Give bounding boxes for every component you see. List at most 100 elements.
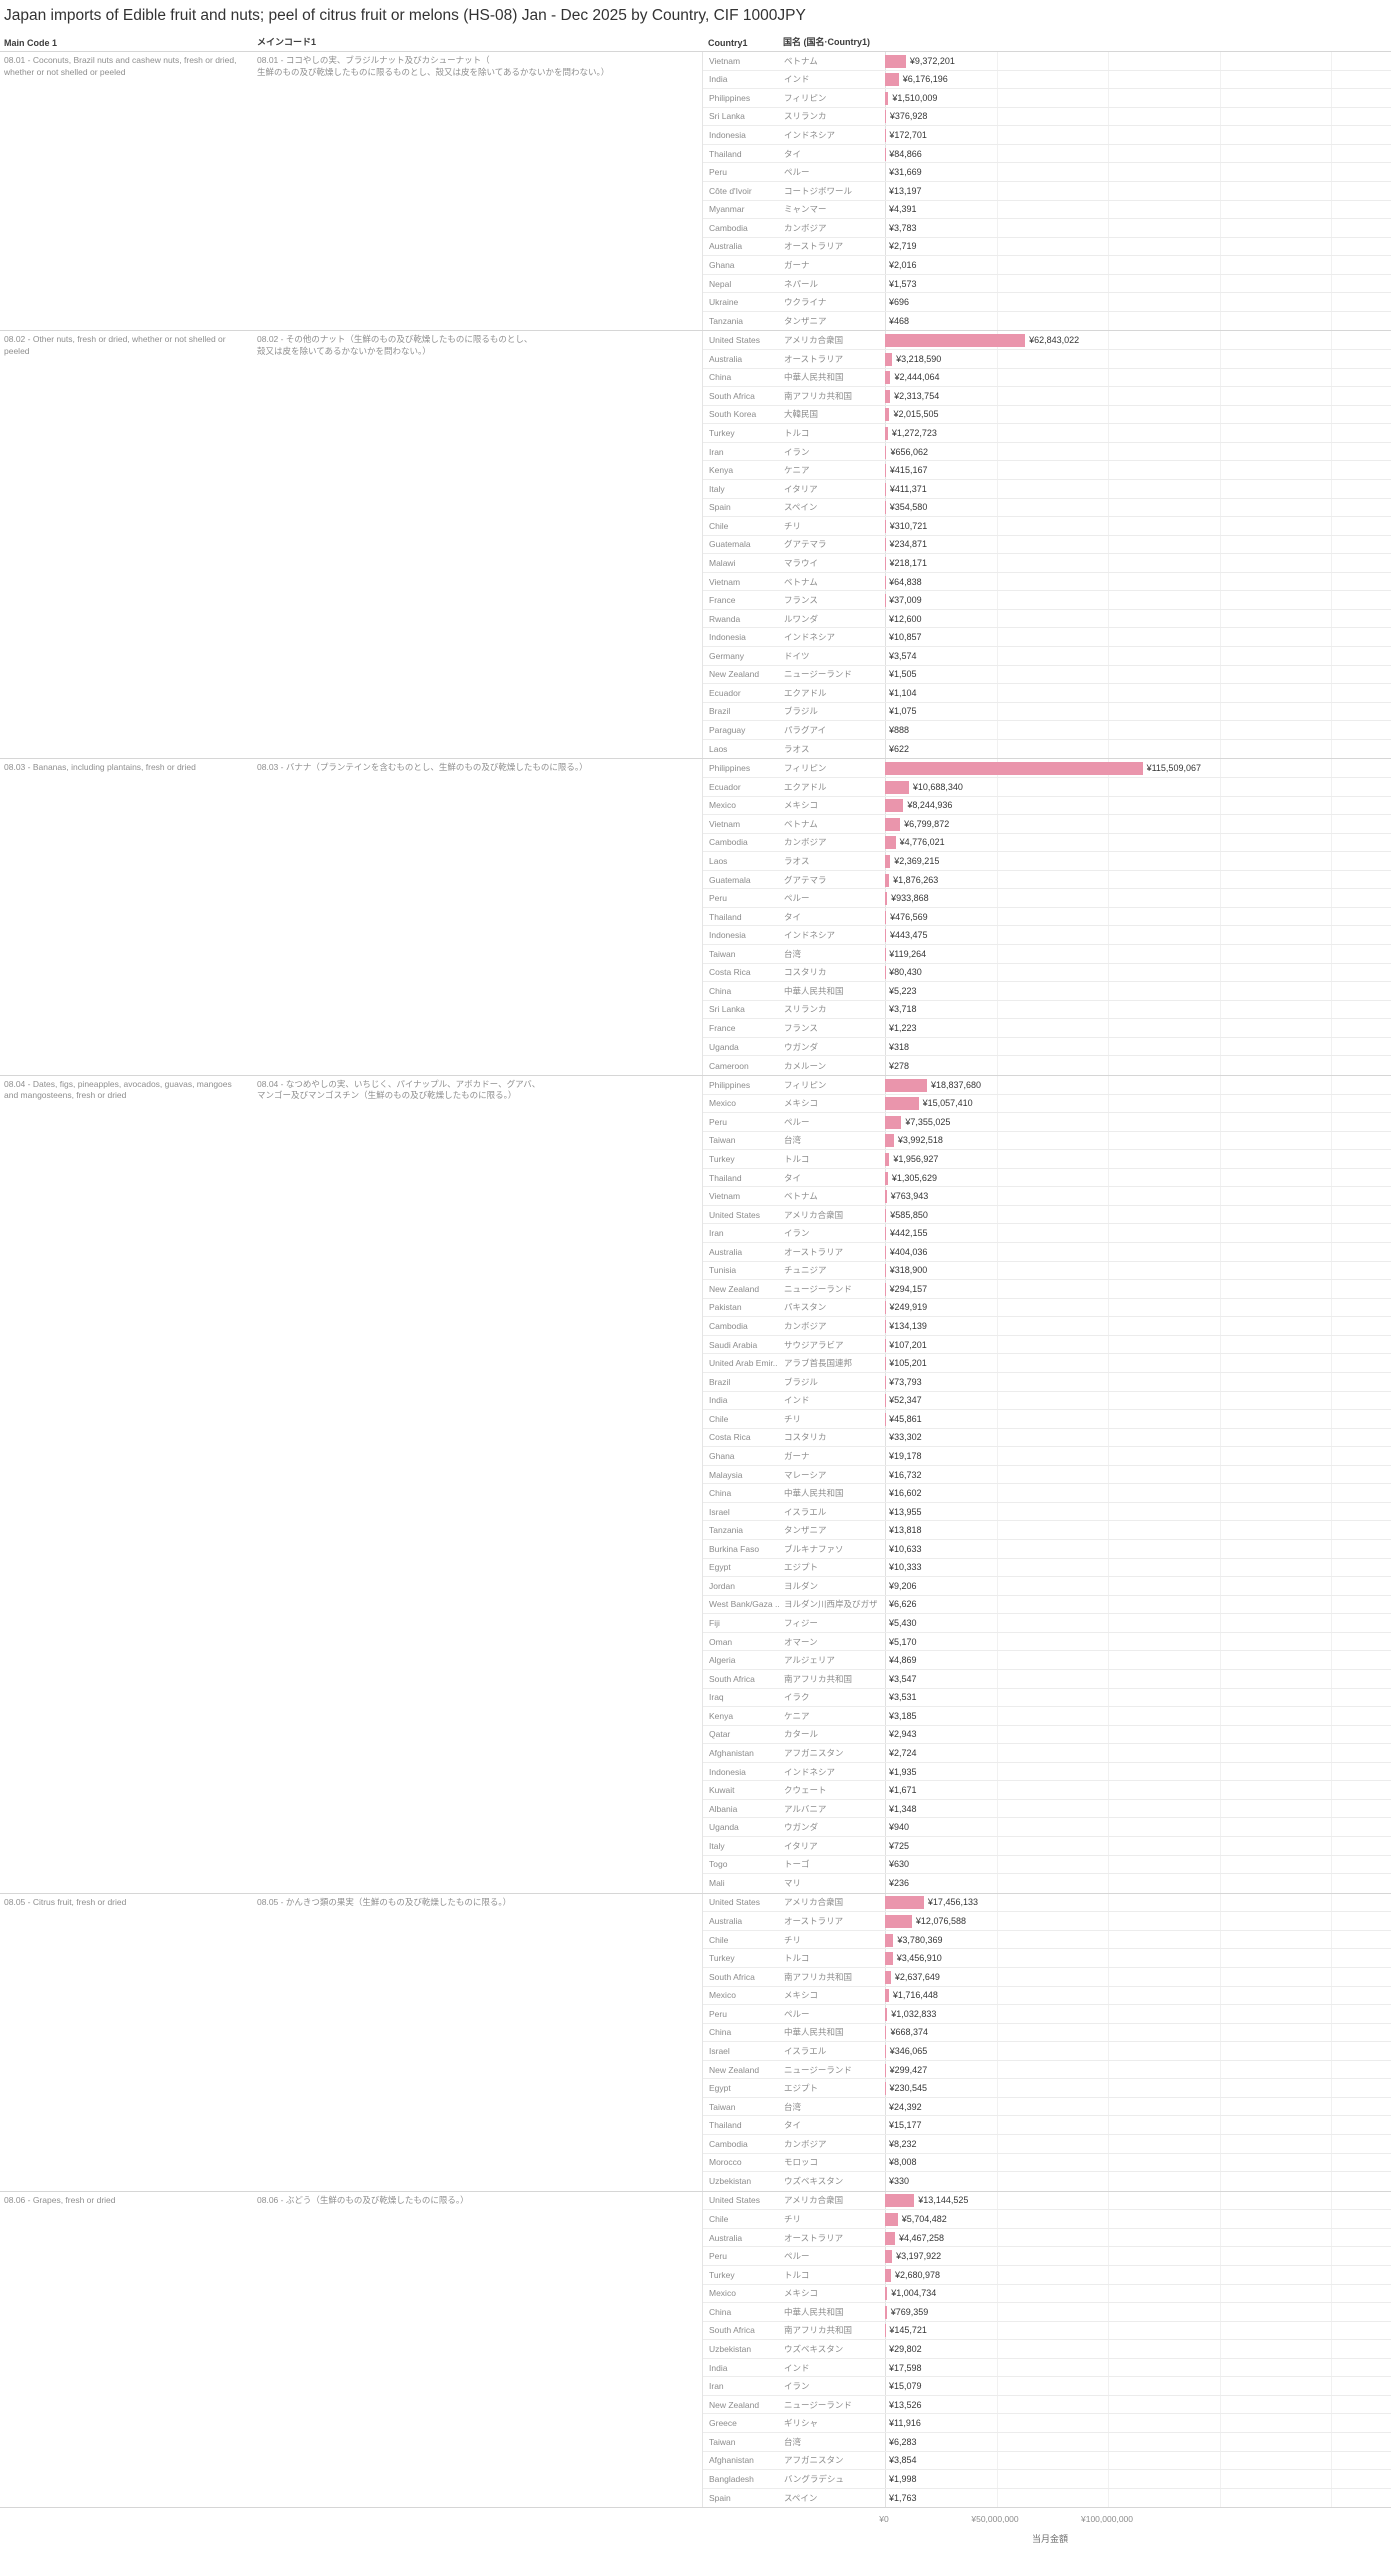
country-name-en[interactable]: Iran [709, 446, 724, 457]
country-name-ja[interactable]: ペルー [784, 167, 810, 178]
value-bar[interactable] [885, 2250, 893, 2264]
value-bar[interactable] [885, 408, 890, 422]
country-name-en[interactable]: Cambodia [709, 1321, 748, 1332]
country-name-ja[interactable]: アルジェリア [784, 1655, 835, 1666]
country-name-ja[interactable]: ブラジル [784, 706, 818, 717]
country-name-en[interactable]: Chile [709, 1934, 729, 1945]
country-name-ja[interactable]: タイ [784, 148, 802, 159]
country-name-ja[interactable]: インドネシア [784, 130, 836, 141]
country-name-en[interactable]: United Arab Emir.. [709, 1358, 778, 1369]
value-bar[interactable] [885, 1190, 887, 1204]
value-bar[interactable] [885, 873, 890, 887]
country-name-en[interactable]: Spain [709, 2492, 731, 2503]
country-name-ja[interactable]: エジプト [784, 2083, 819, 2094]
country-name-ja[interactable]: ケニア [784, 465, 810, 476]
country-name-en[interactable]: Mexico [709, 1990, 736, 2001]
country-name-ja[interactable]: ラオス [784, 855, 810, 866]
country-name-ja[interactable]: ドイツ [784, 650, 810, 661]
country-name-en[interactable]: Albania [709, 1803, 738, 1814]
country-name-en[interactable]: Peru [709, 893, 727, 904]
country-name-en[interactable]: Laos [709, 855, 728, 866]
country-name-en[interactable]: Uganda [709, 1822, 739, 1833]
country-name-ja[interactable]: パラグアイ [784, 725, 827, 736]
country-name-ja[interactable]: ペルー [784, 2008, 810, 2019]
country-name-en[interactable]: Israel [709, 1506, 730, 1517]
country-name-ja[interactable]: カンボジア [784, 1321, 827, 1332]
country-name-ja[interactable]: ニュージーランド [784, 2399, 852, 2410]
country-name-en[interactable]: Paraguay [709, 725, 746, 736]
country-name-ja[interactable]: ウガンダ [784, 1041, 819, 1052]
country-name-ja[interactable]: ブルキナファソ [784, 1543, 844, 1554]
value-bar[interactable] [885, 1208, 887, 1222]
country-name-ja[interactable]: タイ [784, 911, 802, 922]
country-name-ja[interactable]: イタリア [784, 483, 818, 494]
value-bar[interactable] [885, 1152, 890, 1166]
country-name-en[interactable]: Vietnam [709, 818, 741, 829]
country-name-en[interactable]: Tanzania [709, 316, 744, 327]
country-name-ja[interactable]: タンザニア [784, 1525, 827, 1536]
country-name-en[interactable]: Malaysia [709, 1469, 743, 1480]
country-name-ja[interactable]: ミャンマー [784, 204, 827, 215]
country-name-en[interactable]: Vietnam [709, 1191, 741, 1202]
value-bar[interactable] [885, 2082, 886, 2096]
country-name-en[interactable]: Kuwait [709, 1785, 735, 1796]
country-name-ja[interactable]: フィリピン [784, 1079, 827, 1090]
country-name-ja[interactable]: フィジー [784, 1618, 818, 1629]
value-bar[interactable] [885, 1134, 894, 1148]
country-name-ja[interactable]: ベトナム [784, 576, 818, 587]
country-name-en[interactable]: United States [709, 1209, 761, 1220]
country-name-ja[interactable]: オーストラリア [784, 353, 844, 364]
country-name-ja[interactable]: ケニア [784, 1710, 810, 1721]
country-name-en[interactable]: Brazil [709, 1376, 731, 1387]
country-name-en[interactable]: Oman [709, 1636, 733, 1647]
country-name-en[interactable]: Fiji [709, 1618, 720, 1629]
country-name-en[interactable]: China [709, 2027, 732, 2038]
value-bar[interactable] [885, 1245, 886, 1259]
country-name-ja[interactable]: インドネシア [784, 930, 836, 941]
country-name-en[interactable]: Indonesia [709, 130, 746, 141]
value-bar[interactable] [885, 2063, 886, 2077]
value-bar[interactable] [885, 1915, 912, 1929]
country-name-ja[interactable]: アラブ首長国連邦 [784, 1358, 853, 1369]
country-name-ja[interactable]: ラオス [784, 744, 810, 755]
country-name-en[interactable]: Ecuador [709, 687, 741, 698]
country-name-en[interactable]: Ghana [709, 259, 735, 270]
country-name-en[interactable]: India [709, 74, 728, 85]
country-name-en[interactable]: Israel [709, 2045, 730, 2056]
country-name-ja[interactable]: 中華人民共和国 [784, 2306, 844, 2317]
country-name-ja[interactable]: クウェート [784, 1785, 827, 1796]
country-name-en[interactable]: Peru [709, 1116, 727, 1127]
country-name-ja[interactable]: メキシコ [784, 1990, 819, 2001]
value-bar[interactable] [885, 110, 886, 124]
country-name-en[interactable]: New Zealand [709, 2399, 760, 2410]
country-name-en[interactable]: Indonesia [709, 1766, 746, 1777]
country-name-en[interactable]: Uzbekistan [709, 2343, 752, 2354]
value-bar[interactable] [885, 1097, 919, 1111]
country-name-en[interactable]: Peru [709, 167, 727, 178]
country-name-ja[interactable]: ニュージーランド [784, 669, 852, 680]
country-name-en[interactable]: Tanzania [709, 1525, 744, 1536]
country-name-ja[interactable]: ペルー [784, 1116, 810, 1127]
country-name-ja[interactable]: アフガニスタン [784, 2455, 844, 2466]
value-bar[interactable] [885, 1078, 927, 1092]
country-name-en[interactable]: United States [709, 335, 761, 346]
country-name-en[interactable]: Taiwan [709, 948, 736, 959]
country-name-en[interactable]: Rwanda [709, 613, 741, 624]
value-bar[interactable] [885, 892, 888, 906]
country-name-en[interactable]: Saudi Arabia [709, 1339, 758, 1350]
country-name-en[interactable]: Iran [709, 1228, 724, 1239]
country-name-ja[interactable]: ニュージーランド [784, 1283, 852, 1294]
country-name-ja[interactable]: ウズベキスタン [784, 2176, 844, 2187]
country-name-en[interactable]: United States [709, 1897, 761, 1908]
country-name-ja[interactable]: インド [784, 2362, 810, 2373]
value-bar[interactable] [885, 389, 891, 403]
country-name-en[interactable]: Thailand [709, 1172, 742, 1183]
value-bar[interactable] [885, 1171, 888, 1185]
country-name-ja[interactable]: ルワンダ [784, 613, 819, 624]
country-name-ja[interactable]: チュニジア [784, 1265, 827, 1276]
country-name-en[interactable]: Sri Lanka [709, 111, 745, 122]
country-name-ja[interactable]: オーストラリア [784, 2232, 844, 2243]
country-name-ja[interactable]: スリランカ [784, 1004, 827, 1015]
country-name-en[interactable]: Côte d'Ivoir [709, 185, 752, 196]
value-bar[interactable] [885, 371, 891, 385]
